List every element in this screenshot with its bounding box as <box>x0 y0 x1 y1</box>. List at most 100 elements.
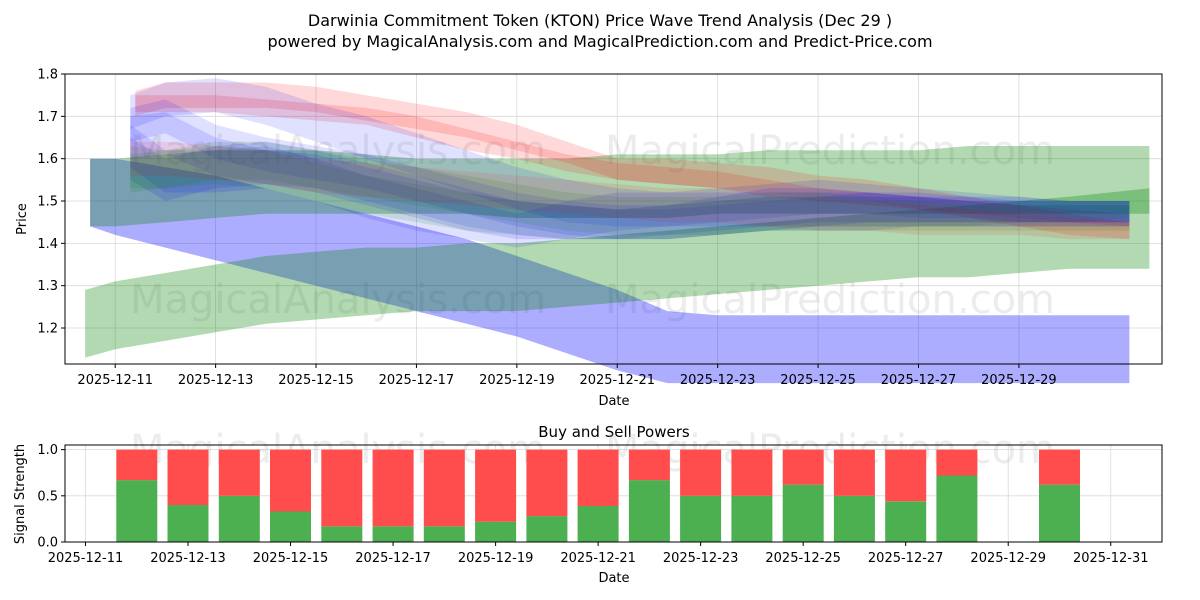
watermark-text: MagicalPrediction.com <box>605 277 1055 323</box>
buy-bar <box>782 484 824 542</box>
buy-sell-x-tick-label: 2025-12-15 <box>253 551 329 566</box>
chart-title-line1: Darwinia Commitment Token (KTON) Price W… <box>308 11 892 30</box>
price-band-4 <box>135 95 1130 227</box>
buy-sell-x-axis-label: Date <box>598 571 629 586</box>
buy-bar <box>833 495 875 542</box>
buy-sell-y-tick-label: 0.0 <box>37 536 58 551</box>
price-y-axis-label: Price <box>15 203 30 235</box>
buy-bar <box>936 475 978 542</box>
watermark-text: MagicalAnalysis.com <box>130 277 546 323</box>
buy-bar <box>731 495 773 542</box>
price-band-2 <box>90 146 1150 227</box>
sell-bar <box>526 449 568 517</box>
buy-bar <box>628 480 670 542</box>
sell-bar <box>321 449 363 527</box>
sell-bar <box>936 449 978 476</box>
buy-sell-y-tick-label: 1.0 <box>37 443 58 458</box>
sell-bar <box>782 449 824 485</box>
price-plot-frame <box>64 73 1163 365</box>
buy-bar <box>577 506 619 542</box>
watermark-text: MagicalPrediction.com <box>605 128 1055 174</box>
buy-sell-x-tick-label: 2025-12-29 <box>970 551 1046 566</box>
buy-bar <box>475 521 517 542</box>
watermark-text: MagicalPrediction.com <box>605 427 1055 473</box>
price-y-tick-label: 1.5 <box>37 195 58 210</box>
sell-bar <box>628 449 670 481</box>
price-x-axis-label: Date <box>598 394 629 409</box>
price-watermarks: MagicalAnalysis.com MagicalPrediction.com… <box>130 128 1055 323</box>
price-x-tick-label: 2025-12-17 <box>379 373 455 388</box>
sell-bar <box>833 449 875 496</box>
price-x-tick-label: 2025-12-21 <box>579 373 655 388</box>
price-band-11 <box>130 146 1130 240</box>
buy-bar <box>270 511 311 542</box>
price-x-ticks: 2025-12-11 2025-12-13 2025-12-15 2025-12-17… <box>77 364 1057 388</box>
price-y-tick-label: 1.4 <box>37 237 58 252</box>
buy-sell-x-tick-label: 2025-12-23 <box>663 551 739 566</box>
watermark-text: MagicalAnalysis.com <box>130 128 546 174</box>
price-band-10 <box>130 141 1130 235</box>
sell-bar <box>680 449 722 496</box>
sell-bar <box>885 449 927 502</box>
price-band-12 <box>130 141 1130 240</box>
buy-sell-x-tick-label: 2025-12-11 <box>48 551 124 566</box>
buy-sell-plot-frame <box>64 444 1163 543</box>
sell-bar <box>475 449 517 522</box>
buy-sell-plot: Buy and Sell Powers MagicalAnalysis.comM… <box>13 423 1163 586</box>
price-y-ticks: 1.2 1.3 1.4 1.5 1.6 1.7 1.8 <box>37 68 65 337</box>
price-y-tick-label: 1.2 <box>37 322 58 337</box>
buy-sell-x-tick-label: 2025-12-19 <box>458 551 534 566</box>
buy-sell-x-tick-label: 2025-12-25 <box>765 551 841 566</box>
sell-bar <box>423 449 465 527</box>
price-x-tick-label: 2025-12-29 <box>981 373 1057 388</box>
price-y-tick-label: 1.6 <box>37 152 58 167</box>
buy-bar <box>167 505 209 542</box>
buy-bar <box>885 501 927 542</box>
price-x-tick-label: 2025-12-25 <box>780 373 856 388</box>
price-band-7 <box>130 112 1130 240</box>
price-band-8 <box>130 124 1130 248</box>
price-wave-plot: MagicalAnalysis.com MagicalPrediction.com… <box>15 68 1163 409</box>
buy-sell-bars <box>116 449 1080 542</box>
buy-bar <box>423 526 465 542</box>
price-band-1 <box>85 188 1150 358</box>
buy-bar <box>526 516 568 542</box>
buy-bar <box>116 480 158 542</box>
price-band-6 <box>130 99 1130 240</box>
sell-bar <box>372 449 414 527</box>
chart-title-line2: powered by MagicalAnalysis.com and Magic… <box>267 32 932 51</box>
price-x-tick-label: 2025-12-19 <box>479 373 555 388</box>
buy-sell-x-tick-label: 2025-12-17 <box>355 551 431 566</box>
price-x-tick-label: 2025-12-27 <box>881 373 957 388</box>
sell-bar <box>218 449 260 496</box>
buy-bar <box>372 526 414 542</box>
sell-bar <box>1039 449 1080 485</box>
price-band-5 <box>130 78 1130 227</box>
price-bands <box>85 78 1150 384</box>
buy-sell-x-tick-label: 2025-12-27 <box>868 551 944 566</box>
buy-bar <box>1039 484 1080 542</box>
sell-bar <box>731 449 773 496</box>
buy-sell-title: Buy and Sell Powers <box>538 423 690 441</box>
sell-bar <box>116 449 158 481</box>
price-band-0 <box>90 158 1130 384</box>
price-x-tick-label: 2025-12-15 <box>278 373 354 388</box>
sell-bar <box>167 449 209 505</box>
sell-bar <box>577 449 619 506</box>
price-band-9 <box>130 137 1130 240</box>
price-band-3 <box>135 82 1130 240</box>
price-y-tick-label: 1.7 <box>37 110 58 125</box>
price-x-tick-label: 2025-12-13 <box>178 373 254 388</box>
sell-bar <box>270 449 311 512</box>
buy-sell-y-tick-label: 0.5 <box>37 489 58 504</box>
buy-sell-x-tick-label: 2025-12-31 <box>1073 551 1149 566</box>
buy-sell-x-ticks: 2025-12-11 2025-12-13 2025-12-15 2025-12-17… <box>48 542 1149 566</box>
price-y-tick-label: 1.8 <box>37 68 58 83</box>
buy-sell-y-axis-label: Signal Strength <box>13 444 28 544</box>
price-x-tick-label: 2025-12-23 <box>680 373 756 388</box>
buy-sell-x-tick-label: 2025-12-21 <box>560 551 636 566</box>
price-grid <box>65 73 1162 364</box>
buy-bar <box>218 495 260 542</box>
buy-bar <box>321 526 363 542</box>
buy-sell-y-ticks: 0.0 0.5 1.0 <box>37 443 65 551</box>
